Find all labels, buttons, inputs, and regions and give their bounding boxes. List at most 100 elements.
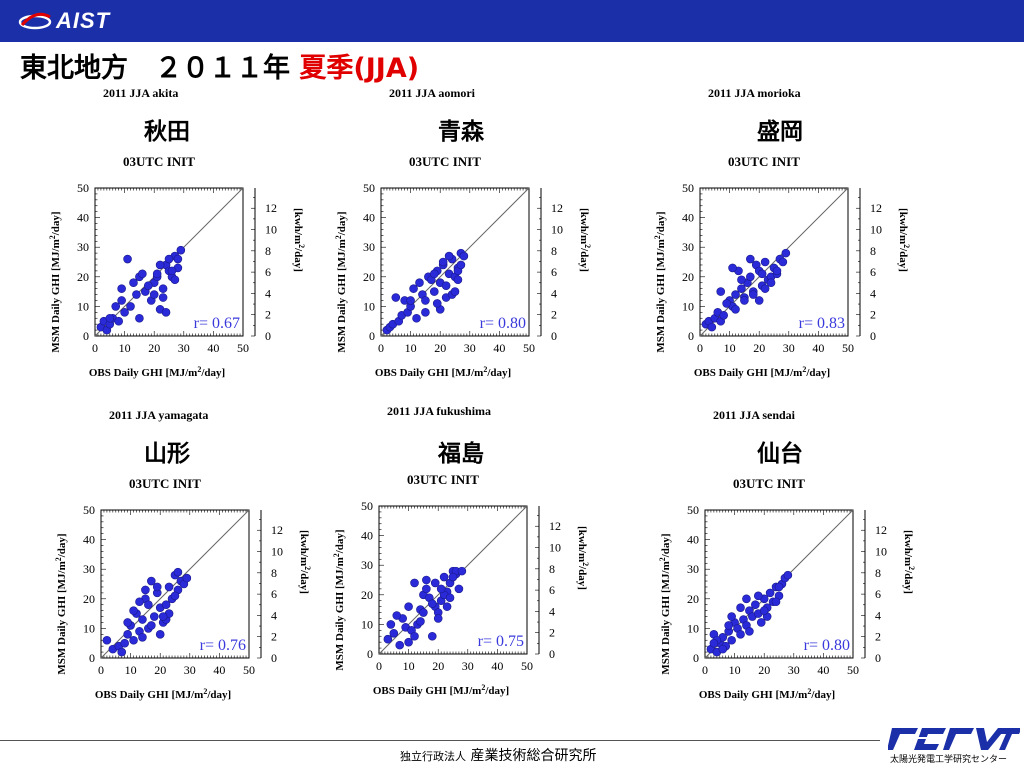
y-tick-label: 50 (682, 181, 694, 195)
data-point (123, 254, 132, 264)
data-point (771, 597, 781, 607)
y2-tick-label: 2 (549, 626, 555, 640)
y-tick-label: 50 (77, 181, 89, 195)
data-point (410, 631, 419, 641)
data-point (754, 296, 764, 305)
slide-title-highlight: 夏季(JJA) (299, 53, 420, 84)
data-point (759, 606, 769, 615)
data-point (766, 278, 776, 288)
chart-subtitle: 03UTC INIT (728, 154, 800, 169)
data-point (404, 602, 413, 611)
data-point (731, 290, 740, 299)
data-point (182, 573, 192, 583)
correlation-label: r= 0.80 (480, 315, 526, 332)
chart-title: 2011 JJA yamagata (109, 408, 208, 422)
y2-tick-label: 2 (875, 630, 881, 644)
y2-tick-label: 12 (265, 201, 277, 215)
x-tick-label: 40 (491, 659, 503, 673)
logo-text: AIST (56, 8, 111, 33)
x-tick-label: 20 (753, 341, 765, 355)
y2-tick-label: 8 (271, 566, 277, 580)
footer-org-name: 産業技術総合研究所 (470, 748, 597, 764)
y2-axis-label: [kwh/m2/day] (897, 208, 912, 272)
y-tick-label: 0 (367, 647, 373, 661)
scatter-panel-akita: 2011 JJA akita 03UTC INIT 0 10 20 30 40 50 0 10 20… (40, 82, 360, 402)
y2-tick-label: 8 (549, 562, 555, 576)
data-point (391, 293, 401, 302)
data-point (450, 287, 460, 296)
data-point (117, 296, 126, 305)
y2-tick-label: 0 (265, 329, 271, 343)
data-point (111, 302, 121, 311)
data-point (161, 600, 171, 610)
data-point (422, 584, 431, 594)
data-point (751, 600, 760, 610)
data-point (453, 275, 463, 285)
data-point (412, 313, 421, 323)
y-tick-label: 20 (682, 270, 694, 284)
data-point (164, 254, 174, 264)
y-tick-label: 30 (83, 562, 95, 576)
y-tick-label: 10 (77, 299, 89, 313)
y-tick-label: 10 (83, 621, 95, 635)
x-tick-label: 40 (812, 341, 824, 355)
y2-axis-label: [kwh/m2/day] (578, 208, 593, 272)
data-point (147, 621, 156, 630)
data-point (143, 281, 153, 290)
data-point (774, 582, 784, 592)
x-tick-label: 40 (207, 341, 219, 355)
data-point (120, 308, 129, 317)
x-tick-label: 50 (521, 659, 533, 673)
data-point (756, 618, 766, 627)
correlation-label: r= 0.83 (799, 315, 845, 332)
x-tick-label: 0 (378, 341, 384, 355)
y2-tick-label: 12 (551, 201, 563, 215)
chart-title: 2011 JJA aomori (389, 86, 476, 100)
x-axis-label: OBS Daily GHI [MJ/m2/day] (373, 683, 509, 698)
footer-org: 独立行政法人 産業技術総合研究所 (400, 745, 596, 765)
data-point (724, 621, 733, 630)
data-point (772, 266, 782, 276)
data-point (155, 260, 165, 270)
x-axis-label: OBS Daily GHI [MJ/m2/day] (375, 365, 511, 380)
chart-subtitle: 03UTC INIT (129, 476, 201, 491)
y2-tick-label: 4 (875, 608, 881, 622)
scatter-panel-sendai: 2011 JJA sendai 03UTC INIT 0 10 20 30 40 50 0 10 2… (650, 404, 970, 724)
y-axis-label: MSM Daily GHI [MJ/m2/day] (332, 529, 347, 670)
y-axis-label: MSM Daily GHI [MJ/m2/day] (334, 211, 349, 352)
data-point (152, 582, 162, 592)
data-point (433, 614, 443, 623)
city-label-sendai: 仙台 (757, 441, 803, 467)
data-point (728, 263, 737, 273)
data-point (427, 631, 437, 641)
data-point (120, 638, 129, 648)
y2-tick-label: 6 (551, 265, 557, 279)
data-point (445, 593, 455, 603)
x-tick-label: 0 (92, 341, 98, 355)
data-point (415, 278, 424, 288)
data-point (757, 269, 767, 279)
data-point (158, 612, 168, 621)
data-point (389, 628, 399, 638)
data-point (173, 567, 183, 577)
y2-tick-label: 10 (271, 545, 283, 559)
data-point (161, 308, 171, 317)
y-tick-label: 30 (361, 558, 373, 572)
y2-tick-label: 8 (265, 244, 271, 258)
data-point (459, 251, 469, 261)
research-center-logo (888, 728, 1020, 750)
y2-tick-label: 8 (875, 566, 881, 580)
scatter-panel-aomori: 2011 JJA aomori 03UTC INIT 0 10 20 30 40 50 0 10 2… (326, 82, 646, 402)
y2-tick-label: 8 (870, 244, 876, 258)
data-point (158, 284, 168, 293)
data-point (745, 627, 754, 636)
data-point (441, 281, 451, 290)
data-point (117, 284, 126, 293)
data-point (404, 637, 413, 647)
data-point (778, 257, 788, 267)
y2-tick-label: 4 (271, 608, 277, 622)
y2-tick-label: 12 (549, 519, 561, 533)
data-point (170, 275, 180, 285)
